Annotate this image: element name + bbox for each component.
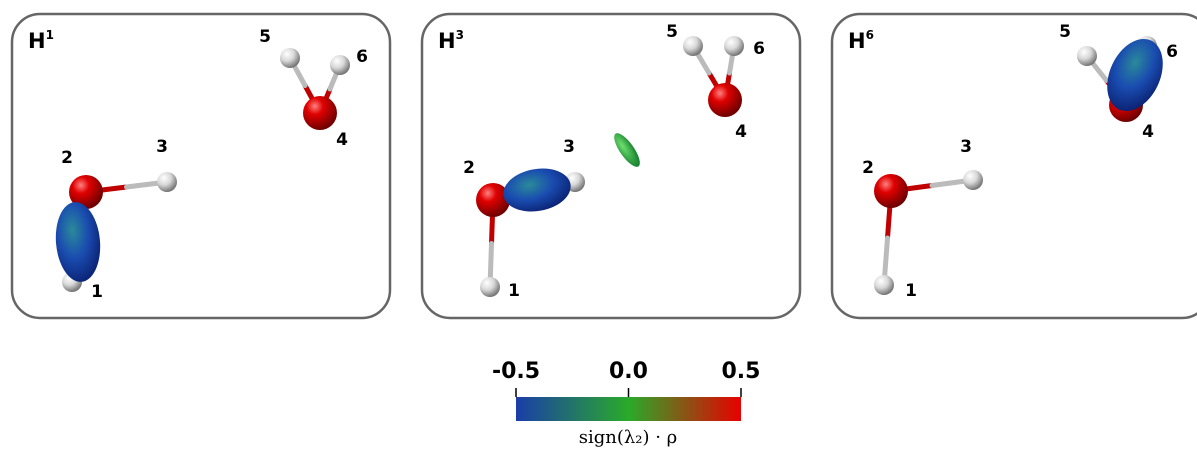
atom-label: 1 [91, 282, 103, 302]
panel-title-main: H [848, 29, 866, 53]
hydrogen-atom [330, 55, 350, 75]
hydrogen-atom [480, 277, 500, 297]
hydrogen-atom [724, 36, 744, 56]
panel-title-main: H [28, 29, 46, 53]
atom-label: 4 [735, 122, 747, 142]
atom-label: 6 [753, 39, 765, 59]
atom-label: 1 [508, 281, 520, 301]
atom-label: 1 [905, 281, 917, 301]
colorbar-tick-label: 0.0 [609, 359, 648, 384]
atom-label: 5 [666, 22, 678, 42]
panel-title-sup: 1 [46, 28, 54, 42]
oxygen-atom [708, 83, 742, 117]
hydrogen-atom [280, 48, 300, 68]
hydrogen-atom [1077, 46, 1097, 66]
panel-title-sup: 6 [866, 28, 874, 42]
atom-label: 3 [563, 137, 575, 157]
atom-label: 2 [463, 158, 475, 178]
atom-label: 3 [960, 137, 972, 157]
oxygen-atom [303, 96, 337, 130]
atom-label: 4 [336, 130, 348, 150]
hydrogen-atom [683, 36, 703, 56]
atom-label: 3 [156, 137, 168, 157]
atom-label: 5 [1059, 22, 1071, 42]
colorbar-tick-label: 0.5 [722, 359, 761, 384]
atom-label: 2 [862, 158, 874, 178]
oxygen-atom [874, 174, 908, 208]
colorbar-tick-label: -0.5 [492, 359, 540, 384]
atom-label: 6 [356, 47, 368, 67]
panel-frame [422, 14, 800, 318]
hydrogen-atom [963, 170, 983, 190]
atom-label: 6 [1166, 42, 1178, 62]
atom-label: 5 [259, 27, 271, 47]
colorbar-label: sign(λ₂) · ρ [579, 427, 678, 448]
colorbar [516, 397, 741, 421]
hydrogen-atom [874, 275, 894, 295]
panel-title-sup: 3 [456, 28, 464, 42]
atom-label: 2 [61, 148, 73, 168]
figure: H1123456H3123456H6123456 sign(λ₂) · ρ -0… [0, 0, 1197, 456]
atom-label: 4 [1142, 122, 1154, 142]
panel-title-main: H [438, 29, 456, 53]
hydrogen-atom [157, 172, 177, 192]
